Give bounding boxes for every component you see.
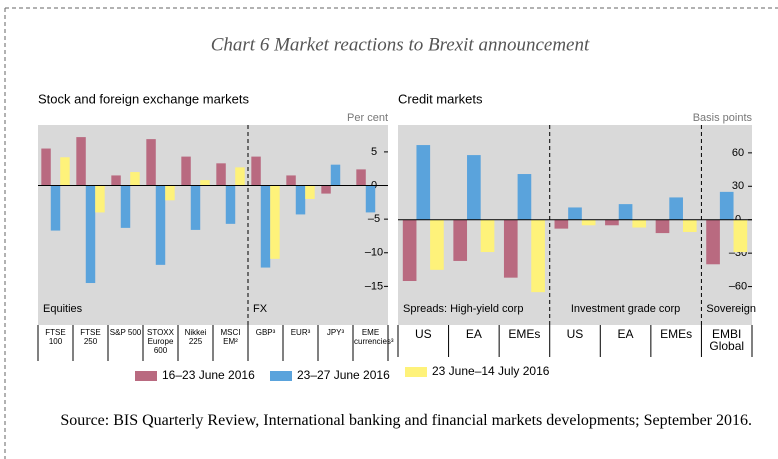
bar <box>618 204 633 220</box>
bar <box>669 197 683 220</box>
bar <box>260 185 271 268</box>
bar <box>190 185 201 230</box>
x-tick-label: EME currencies³ <box>354 328 394 346</box>
bar <box>216 163 226 186</box>
bar <box>581 219 596 226</box>
bar <box>503 219 518 278</box>
bar <box>305 185 315 199</box>
bar <box>416 145 431 220</box>
bar <box>146 139 156 186</box>
x-tick-label: GBP³ <box>255 328 276 337</box>
x-tick-label: MSCI EM² <box>220 328 241 346</box>
y-tick-label: 30 <box>732 180 744 192</box>
bar <box>155 185 166 265</box>
x-tick-label: EA <box>617 327 634 341</box>
y-tick-label: 5 <box>371 146 377 158</box>
x-tick-label: EMEs <box>660 327 693 341</box>
legend-label: 23 June–14 July 2016 <box>432 364 550 378</box>
x-tick-label: S&P 500 <box>109 328 142 337</box>
legend-label: 23–27 June 2016 <box>297 368 390 382</box>
bar <box>467 155 481 220</box>
bar <box>321 185 331 194</box>
legend-swatch <box>135 371 157 381</box>
bar <box>365 185 376 213</box>
bar <box>517 174 532 220</box>
x-tick-label: FTSE 100 <box>45 328 66 346</box>
bar <box>111 175 121 186</box>
x-tick-label: US <box>566 327 584 341</box>
bar <box>130 172 140 186</box>
bar <box>531 219 545 293</box>
bar <box>200 180 210 186</box>
bar <box>120 185 131 228</box>
bar <box>719 191 734 220</box>
bar <box>554 219 569 229</box>
x-tick-label: Nikkei 225 <box>184 328 207 346</box>
panel-title: Credit markets <box>398 91 483 106</box>
legend-swatch <box>405 367 427 377</box>
panel-title: Stock and foreign exchange markets <box>38 91 250 106</box>
y-tick-label: –15 <box>365 280 383 292</box>
bar <box>41 148 51 186</box>
bar <box>632 219 647 228</box>
bar <box>356 169 366 186</box>
bar <box>733 219 748 253</box>
bar <box>655 219 670 234</box>
bar <box>286 175 296 186</box>
bar <box>402 219 417 281</box>
bar <box>225 185 236 224</box>
x-tick-label: EA <box>465 327 482 341</box>
bar <box>251 156 261 186</box>
bar <box>50 185 61 231</box>
bar <box>682 219 697 232</box>
bar <box>235 167 245 186</box>
x-tick-label: EUR³ <box>290 328 311 337</box>
bar <box>60 157 70 186</box>
x-tick-label: EMEs <box>508 327 541 341</box>
x-tick-label: STOXX Europe 600 <box>147 328 174 355</box>
group-label: Spreads: High-yield corp <box>403 303 523 315</box>
bar <box>568 207 582 220</box>
y-tick-label: –60 <box>729 280 747 292</box>
group-label: Sovereign <box>706 303 756 315</box>
bar <box>181 156 191 186</box>
bar <box>95 185 105 213</box>
bar <box>706 219 720 265</box>
x-tick-label: FTSE 250 <box>80 328 101 346</box>
x-tick-label: US <box>414 327 432 341</box>
bar <box>76 137 86 186</box>
bar <box>165 185 175 201</box>
x-tick-label: JPY³ <box>326 328 345 337</box>
bar <box>605 219 619 226</box>
source: Source: BIS Quarterly Review, Internatio… <box>60 412 752 429</box>
group-label: Investment grade corp <box>571 303 680 315</box>
bar <box>330 164 341 186</box>
unit-label: Per cent <box>347 112 388 124</box>
y-tick-label: –10 <box>365 247 383 259</box>
plot-area <box>38 125 388 325</box>
bar <box>430 219 444 270</box>
unit-label: Basis points <box>693 112 753 124</box>
y-tick-label: 60 <box>732 147 744 159</box>
plot-area <box>398 125 752 325</box>
legend-swatch <box>270 371 292 381</box>
bar <box>270 185 280 259</box>
bar <box>480 219 495 253</box>
bar <box>453 219 468 261</box>
bar <box>85 185 96 284</box>
chart-title: Chart 6 Market reactions to Brexit annou… <box>211 34 590 55</box>
group-label: Equities <box>43 303 83 315</box>
legend-label: 16–23 June 2016 <box>162 368 255 382</box>
bar <box>295 185 306 215</box>
y-tick-label: –5 <box>368 213 380 225</box>
x-tick-label: EMBI Global <box>709 327 745 353</box>
group-label: FX <box>253 303 268 315</box>
